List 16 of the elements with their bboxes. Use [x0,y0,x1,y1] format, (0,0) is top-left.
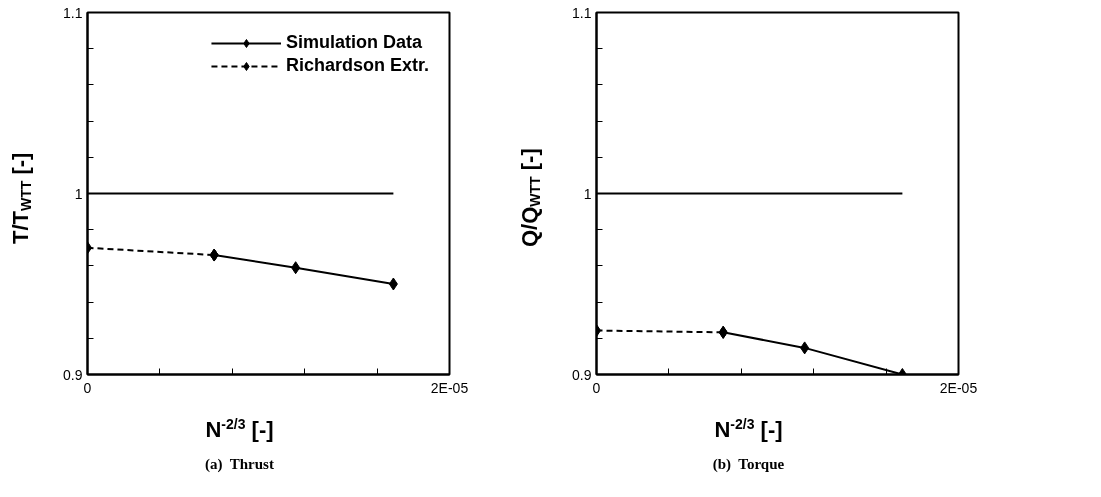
y-tick-label: 0.9 [63,366,83,383]
x-tick-label: 0 [83,379,92,396]
x-axis-title: N$^{-2/3}$ [-] [205,415,274,445]
x-tick-label: 2E-05 [939,379,978,396]
y-tick-label: 1 [74,185,83,202]
legend-label: Richardson Extr. [285,55,429,76]
x-axis-title: N$^{-2/3}$ [-] [714,415,783,445]
x-tick-label: 2E-05 [430,379,469,396]
y-tick-label: 1.1 [572,4,592,21]
text: (a) Thrust [205,455,274,474]
y-tick-label: 0.9 [572,366,592,383]
legend-label: Simulation Data [285,32,422,53]
y-tick-label: 1.1 [63,4,83,21]
text: (b) Torque [712,455,785,474]
x-tick-label: 0 [592,379,601,396]
y-tick-label: 1 [583,185,592,202]
